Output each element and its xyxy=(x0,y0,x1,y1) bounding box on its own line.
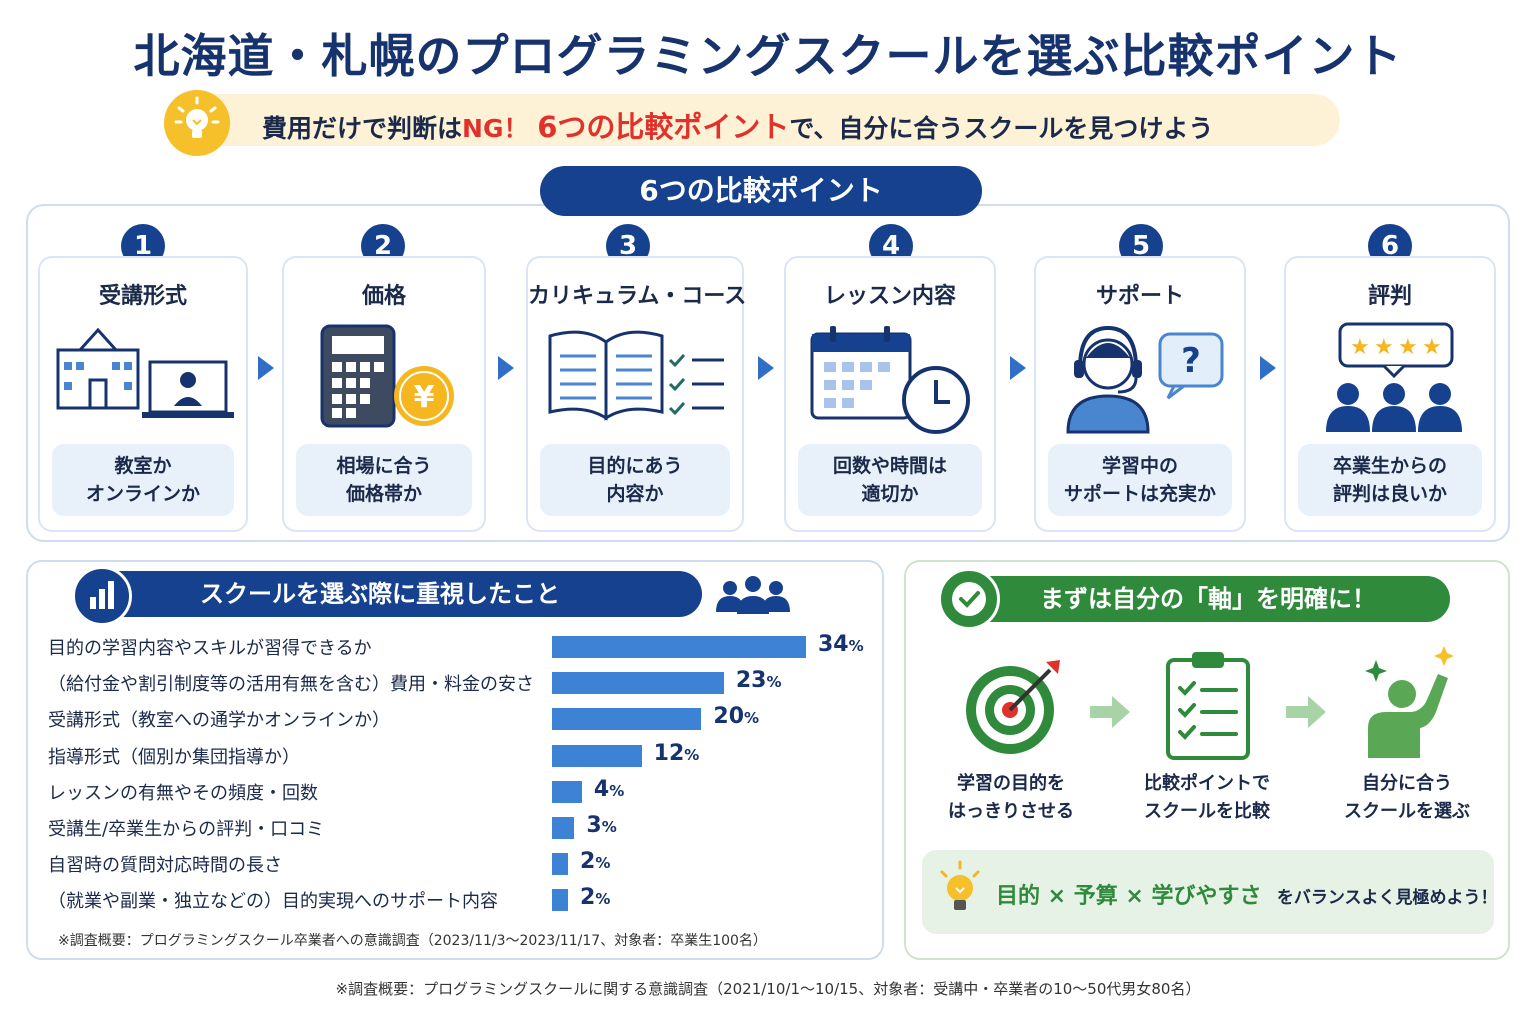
school-online-icon xyxy=(40,320,246,440)
arrow-right-icon xyxy=(1010,356,1026,380)
balance-text: 目的 × 予算 × 学びやすさ をバランスよく見極めよう！ xyxy=(996,884,1498,909)
review-stars-icon: ★ ★ ★ ★ xyxy=(1286,320,1494,440)
arrow-right-icon xyxy=(1090,696,1130,732)
survey-bar-value: 12% xyxy=(653,740,700,766)
footer-note: ※調査概要：プログラミングスクールに関する意識調査（2021/10/1〜10/1… xyxy=(335,980,1201,998)
step-label: 自分に合う スクールを選ぶ xyxy=(1344,773,1470,822)
point-title: 評判 xyxy=(1367,284,1412,309)
survey-bar xyxy=(552,636,806,658)
point-desc: 相場に合う 価格帯か xyxy=(296,444,472,516)
step-label: 比較ポイントで スクールを比較 xyxy=(1144,773,1270,822)
arrow-right-icon xyxy=(758,356,774,380)
point-desc: 卒業生からの 評判は良いか xyxy=(1298,444,1482,516)
svg-text:?: ? xyxy=(1181,341,1201,381)
point-card-curriculum: カリキュラム・コース 目的にあう 内容か xyxy=(526,256,747,532)
arrow-right-icon xyxy=(258,356,274,380)
survey-row-label: 自習時の質問対応時間の長さ xyxy=(48,855,282,877)
survey-note: ※調査概要：プログラミングスクール卒業者への意識調査（2023/11/3〜202… xyxy=(58,933,767,949)
axis-header: まずは自分の「軸」を明確に！ xyxy=(960,576,1450,622)
bar-chart-icon xyxy=(72,566,132,626)
survey-bar-value: 4% xyxy=(593,776,625,802)
subtitle-text: 費用だけで判断はNG！ 6つの比較ポイントで、自分に合うスクールを見つけよう xyxy=(262,110,1214,144)
check-icon xyxy=(938,568,1000,630)
survey-bar-value: 20% xyxy=(713,704,760,730)
step-label: 学習の目的を はっきりさせる xyxy=(948,773,1074,822)
arrow-right-icon xyxy=(1286,696,1326,732)
success-person-icon xyxy=(1362,644,1462,766)
arrow-right-icon xyxy=(1260,356,1276,380)
calculator-yen-icon: ¥ xyxy=(284,320,484,440)
survey-row-label: （就業や副業・独立などの）目的実現へのサポート内容 xyxy=(48,891,498,913)
svg-text:★: ★ xyxy=(1350,335,1370,360)
survey-bar-value: 34% xyxy=(818,632,864,657)
point-title: 受講形式 xyxy=(98,284,187,309)
arrow-right-icon xyxy=(498,356,514,380)
point-title: カリキュラム・コース xyxy=(528,284,747,309)
point-card-format: 受講形式 教室か オンラインか xyxy=(38,256,248,532)
calendar-clock-icon xyxy=(786,320,994,440)
point-desc: 学習中の サポートは充実か xyxy=(1048,444,1232,516)
survey-row-label: 指導形式（個別か集団指導か） xyxy=(48,746,300,768)
survey-bar-value: 3% xyxy=(586,813,617,838)
svg-text:★: ★ xyxy=(1374,335,1394,360)
survey-bar xyxy=(552,889,568,912)
point-title: レッスン内容 xyxy=(823,284,956,309)
points-header: 6つの比較ポイント xyxy=(540,166,982,216)
svg-text:★: ★ xyxy=(1398,335,1418,360)
point-card-price: 価格 ¥ 相場に合う 価格帯か xyxy=(282,256,486,532)
lightbulb-icon xyxy=(164,90,230,156)
subtitle-banner xyxy=(170,94,1340,146)
survey-bar-value: 2% xyxy=(580,885,611,911)
checklist-icon xyxy=(1164,650,1252,766)
point-card-support: サポート ? 学習中の サポートは充実か xyxy=(1034,256,1246,532)
svg-text:★: ★ xyxy=(1422,335,1442,360)
point-card-reputation: 評判 ★ ★ ★ ★ 卒業生からの 評判は良いか xyxy=(1284,256,1496,532)
book-checklist-icon xyxy=(528,320,742,440)
lightbulb-icon xyxy=(936,860,984,924)
survey-row-label: 目的の学習内容やスキルが習得できるか xyxy=(48,638,372,659)
survey-header: スクールを選ぶ際に重視したこと xyxy=(96,571,702,617)
survey-row-label: 受講形式（教室への通学かオンラインか） xyxy=(48,710,390,732)
survey-bar xyxy=(552,672,724,695)
svg-text:¥: ¥ xyxy=(414,380,435,415)
balance-banner xyxy=(922,850,1494,934)
point-title: 価格 xyxy=(361,284,406,309)
people-group-icon xyxy=(714,574,792,622)
survey-bar xyxy=(552,744,642,767)
survey-bar xyxy=(552,780,582,803)
point-desc: 教室か オンラインか xyxy=(52,444,234,516)
survey-panel xyxy=(26,560,884,960)
point-desc: 目的にあう 内容か xyxy=(540,444,730,516)
support-headset-icon: ? xyxy=(1036,320,1244,440)
survey-bar-value: 2% xyxy=(580,849,611,875)
survey-bar xyxy=(552,708,702,731)
survey-bar xyxy=(552,853,568,876)
survey-bar xyxy=(552,817,575,839)
survey-bar-value: 23% xyxy=(735,668,782,694)
survey-row-label: （給付金や割引制度等の活用有無を含む）費用・料金の安さ xyxy=(48,674,534,696)
point-desc: 回数や時間は 適切か xyxy=(798,444,982,516)
point-card-lesson: レッスン内容 回数や時間は 適切か xyxy=(784,256,996,532)
target-icon xyxy=(958,656,1070,760)
point-title: サポート xyxy=(1095,284,1184,309)
survey-row-label: 受講生/卒業生からの評判・口コミ xyxy=(48,819,325,840)
page-title: 北海道・札幌のプログラミングスクールを選ぶ比較ポイント xyxy=(133,29,1403,83)
survey-row-label: レッスンの有無やその頻度・回数 xyxy=(48,782,318,804)
